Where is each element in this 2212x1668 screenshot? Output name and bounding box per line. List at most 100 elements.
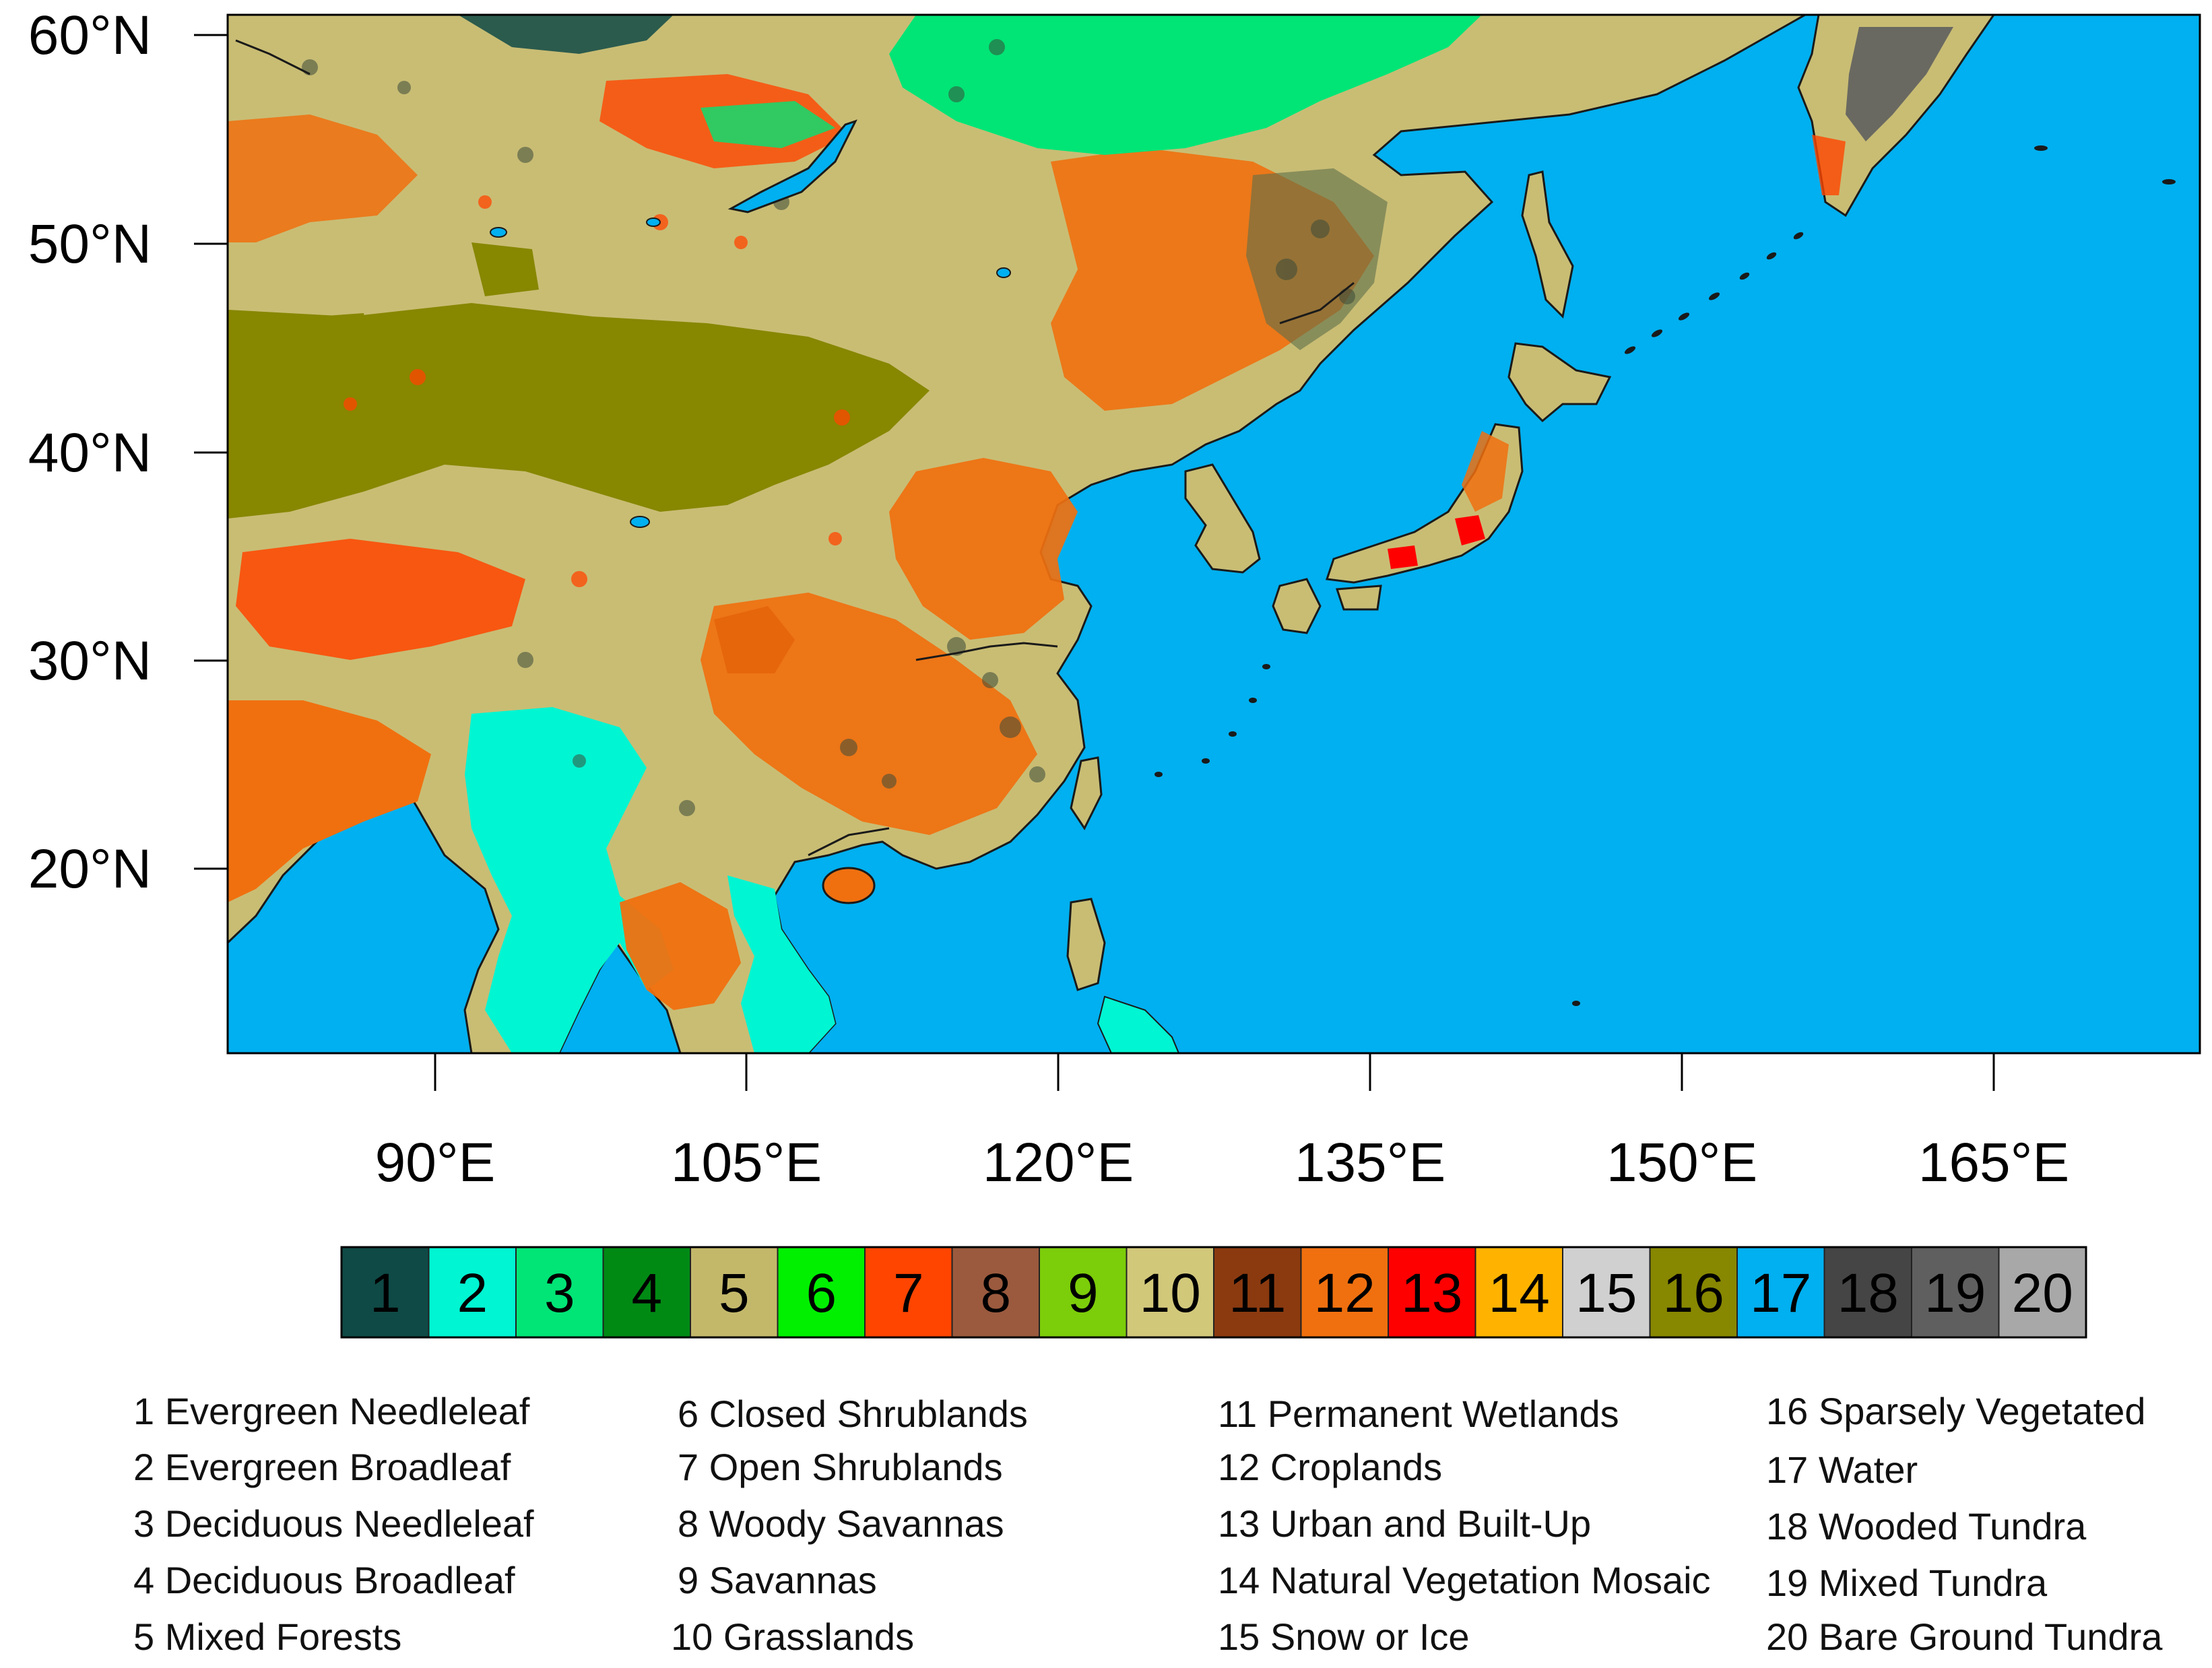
patch-evergreen-broadleaf-2 [727,875,835,1053]
legend-entry: 2 Evergreen Broadleaf [133,1446,511,1488]
patch-croplands-northwest [228,114,418,242]
patch-croplands-east [889,458,1078,640]
patch-deciduous-needleleaf-north [889,15,1482,155]
colorbar-label-5: 5 [719,1263,750,1324]
patch-croplands-indochina [620,882,741,1010]
legend-entry: 17 Water [1766,1448,1918,1491]
map-frame [226,13,2201,1055]
land-kyushu [1272,578,1322,634]
colorbar-label-13: 13 [1401,1263,1462,1324]
colorbar: 1 2 3 4 5 6 7 8 9 10 11 12 13 14 15 16 17 18 19 20 [340,1246,2087,1339]
land-korea [1184,463,1261,574]
legend-entry: 8 Woody Savannas [678,1502,1004,1545]
patch-mixed-forest-manchuria [1246,168,1388,350]
legend-entry: 5 Mixed Forests [133,1615,401,1658]
kuril-islands [1624,232,1804,354]
colorbar-label-2: 2 [457,1263,488,1324]
legend-entry: 6 Closed Shrublands [678,1393,1028,1435]
patch-kamchatka-shrub [1812,135,1846,195]
colorbar-frame [340,1246,2087,1339]
colorbar-label-15: 15 [1575,1263,1637,1324]
colorbar-label-17: 17 [1750,1263,1811,1324]
legend: 1 Evergreen Needleleaf 2 Evergreen Broad… [133,1390,2163,1658]
land-sakhalin [1521,170,1574,319]
lat-tick-label: 60°N [28,5,152,66]
legend-entry: 4 Deciduous Broadleaf [133,1559,515,1601]
colorbar-label-18: 18 [1837,1263,1899,1324]
colorbar-label-8: 8 [980,1263,1011,1324]
colorbar-label-9: 9 [1068,1263,1099,1324]
lon-tick-label: 90°E [375,1132,496,1193]
lake-small-2 [996,267,1011,278]
land-kamchatka [1797,15,1995,218]
legend-entry: 9 Savannas [678,1559,877,1601]
cropland-speckle [344,195,850,587]
colorbar-label-7: 7 [893,1263,924,1324]
colorbar-swatch-16 [1649,1246,1738,1338]
rivers [235,39,1355,857]
latitude-axis: 60°N 50°N 40°N 30°N 20°N [28,5,228,900]
colorbar-label-6: 6 [806,1263,837,1324]
forest-speckle [302,39,1355,816]
legend-entry: 7 Open Shrublands [678,1446,1003,1488]
urban-tokyo [1455,515,1485,545]
colorbar-swatch-3 [515,1246,604,1338]
colorbar-label-20: 20 [2012,1263,2073,1324]
land-honshu [1325,423,1524,584]
lat-tick-label: 20°N [28,838,152,900]
legend-entry: 10 Grasslands [671,1615,914,1658]
patch-deciduous-needleleaf-2 [701,101,835,148]
lon-tick-label: 120°E [983,1132,1134,1193]
colorbar-label-14: 14 [1489,1263,1550,1324]
patch-sparsely-vegetated-2 [471,242,539,296]
lat-tick-label: 50°N [28,213,152,275]
lake-small-3 [490,227,507,238]
patch-sparsely-vegetated-3 [317,313,367,340]
colorbar-label-19: 19 [1924,1263,1986,1324]
land-hokkaido [1507,342,1612,423]
lon-tick-label: 105°E [671,1132,822,1193]
urban-japan-cropland [1462,431,1509,512]
colorbar-label-16: 16 [1663,1263,1724,1324]
colorbar-label-1: 1 [370,1263,401,1324]
patch-evergreen-needleleaf-north [458,15,674,54]
colorbar-label-10: 10 [1140,1263,1201,1324]
lon-tick-label: 165°E [1918,1132,2069,1193]
urban-osaka [1388,545,1418,569]
lat-tick-label: 30°N [28,630,152,692]
colorbar-label-11: 11 [1229,1263,1286,1324]
lon-tick-label: 135°E [1295,1132,1445,1193]
lon-tick-label: 150°E [1606,1132,1757,1193]
map-panel [228,15,2200,1053]
patch-sparsely-vegetated [228,303,930,519]
land-hainan [822,867,876,904]
legend-entry: 14 Natural Vegetation Mosaic [1218,1559,1711,1601]
land-philippines-south [1097,995,1180,1053]
patch-croplands-west [236,539,525,660]
patch-evergreen-broadleaf [465,707,674,1053]
colorbar-swatch-19 [1911,1246,2000,1338]
lake-small-4 [630,516,650,528]
land-taiwan [1070,756,1103,830]
lat-tick-label: 40°N [28,422,152,483]
legend-entry: 11 Permanent Wetlands [1218,1393,1619,1435]
legend-entry: 3 Deciduous Needleleaf [133,1502,534,1545]
patch-croplands-sichuan [714,606,795,673]
lake-small-1 [646,218,661,227]
legend-entry: 13 Urban and Built-Up [1218,1502,1591,1545]
legend-entry: 18 Wooded Tundra [1766,1505,2087,1547]
legend-entry: 15 Snow or Ice [1218,1615,1470,1658]
colorbar-swatch-6 [777,1246,866,1338]
land-shikoku [1335,585,1382,611]
colorbar-label-3: 3 [544,1263,575,1324]
patch-croplands-india [228,700,431,902]
lake-baikal [727,119,857,213]
colorbar-label-4: 4 [631,1263,662,1324]
legend-entry: 12 Croplands [1218,1446,1442,1488]
legend-entry: 16 Sparsely Vegetated [1766,1390,2146,1432]
longitude-axis: 90°E 105°E 120°E 135°E 150°E 165°E [375,1053,2069,1193]
patch-kamchatka-tundra [1846,27,1953,141]
colorbar-label-12: 12 [1314,1263,1375,1324]
legend-entry: 19 Mixed Tundra [1766,1562,2048,1604]
